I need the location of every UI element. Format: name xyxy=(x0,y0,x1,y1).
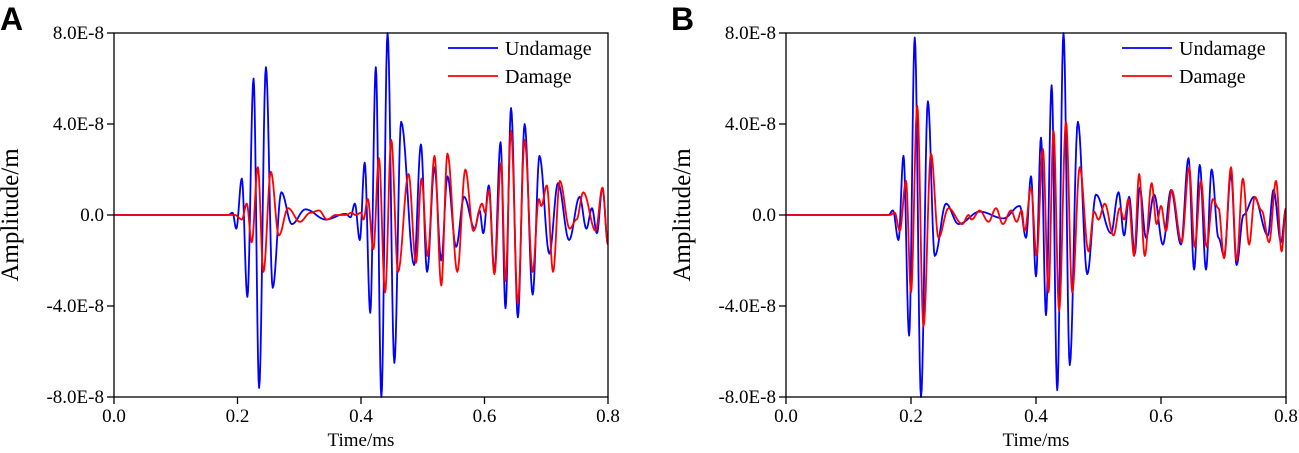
series-line-damage xyxy=(114,129,608,305)
y-tick-label: 0.0 xyxy=(80,205,104,226)
x-axis-label: Time/ms xyxy=(328,430,395,451)
panel-label: A xyxy=(0,1,23,37)
legend-label-undamage: Undamage xyxy=(505,38,592,60)
x-tick-label: 0.0 xyxy=(774,406,798,427)
y-tick-label: -8.0E-8 xyxy=(718,387,776,408)
x-tick-label: 0.2 xyxy=(226,406,250,427)
y-tick-label: 4.0E-8 xyxy=(725,114,776,135)
y-tick-label: -4.0E-8 xyxy=(718,296,776,317)
y-axis-label: Amplitude/m xyxy=(669,148,696,282)
x-tick-label: 0.6 xyxy=(473,406,497,427)
x-tick-label: 0.4 xyxy=(1024,406,1048,427)
x-tick-label: 0.8 xyxy=(1274,406,1298,427)
y-axis-label: Amplitude/m xyxy=(0,148,24,282)
legend-label-damage: Damage xyxy=(505,66,572,88)
panel-label: B xyxy=(671,1,694,37)
chart-panel-b: B 0.0 0.2 0.4 0.6 0.8 8.0E-8 4.0E-8 0.0 -4.0E-8 -8… xyxy=(669,1,1298,451)
x-tick-label: 0.2 xyxy=(899,406,923,427)
x-tick-label: 0.8 xyxy=(596,406,620,427)
y-tick-label: 8.0E-8 xyxy=(725,23,776,44)
x-tick-label: 0.4 xyxy=(349,406,373,427)
legend: Undamage Damage xyxy=(448,38,592,88)
chart-panel-a: A 0.0 0.2 0.4 0.6 0.8 8.0E-8 4.0E-8 0.0 -4.0E-8 -8… xyxy=(0,1,620,451)
y-tick-label: 0.0 xyxy=(752,205,776,226)
series-line-damage xyxy=(786,104,1286,328)
legend-label-undamage: Undamage xyxy=(1179,38,1266,60)
legend: Undamage Damage xyxy=(1122,38,1266,88)
x-tick-label: 0.0 xyxy=(102,406,126,427)
x-tick-label: 0.6 xyxy=(1149,406,1173,427)
y-tick-label: 8.0E-8 xyxy=(53,23,104,44)
legend-label-damage: Damage xyxy=(1179,66,1246,88)
y-tick-label: -4.0E-8 xyxy=(46,296,104,317)
y-tick-label: 4.0E-8 xyxy=(53,114,104,135)
y-tick-label: -8.0E-8 xyxy=(46,387,104,408)
x-axis-label: Time/ms xyxy=(1003,430,1070,451)
